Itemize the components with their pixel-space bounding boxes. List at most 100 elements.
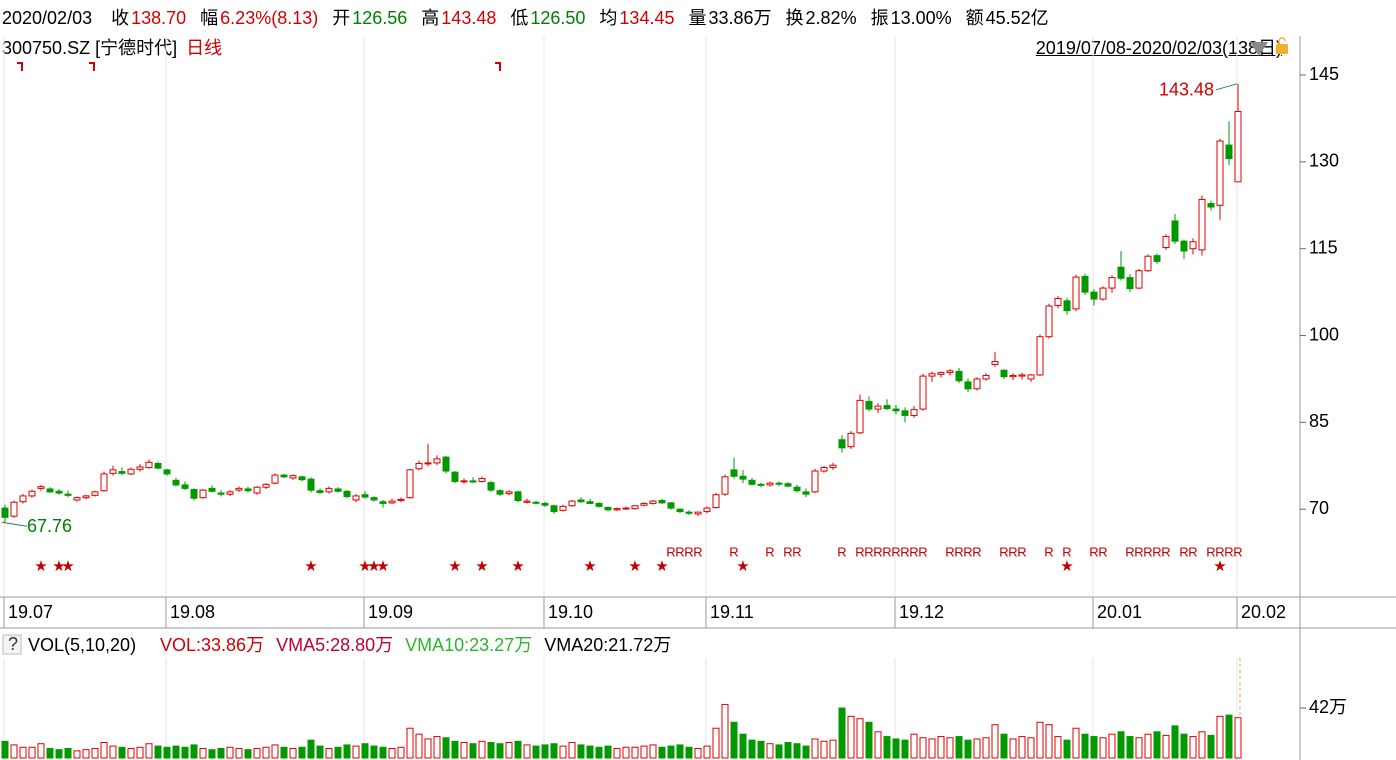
field-label: 换 [785, 8, 804, 28]
volume-bar [433, 736, 441, 759]
volume-bar [10, 744, 18, 759]
candle-body [1054, 297, 1062, 306]
volume-bar [1054, 736, 1062, 759]
field-value: 33.86万 [708, 8, 772, 28]
volume-bar [865, 721, 873, 759]
volume-bar [487, 742, 495, 759]
candle-body [460, 480, 468, 483]
candle-body [82, 495, 90, 499]
r-signal: R [945, 544, 954, 559]
field-label: 收 [111, 8, 130, 28]
volume-bar [82, 749, 90, 759]
volume-bar [541, 744, 549, 759]
low-label: 67.76 [27, 516, 72, 536]
stock-title: 300750.SZ [宁德时代] [2, 38, 178, 58]
candle-body [523, 500, 531, 503]
volume-legend: VMA10:23.27万 [405, 635, 532, 655]
lock-icon[interactable] [1276, 44, 1288, 54]
candle-body [1171, 220, 1179, 242]
volume-bar [1027, 737, 1035, 759]
volume-bar [667, 745, 675, 759]
x-tick-label: 20.02 [1241, 602, 1286, 622]
candle-body [586, 501, 594, 504]
star-signal: ★ [52, 558, 65, 575]
volume-bar [559, 745, 567, 759]
candle-body [1180, 240, 1188, 252]
volume-bar [370, 745, 378, 759]
star-signal: ★ [358, 558, 371, 575]
candle-body [271, 474, 279, 484]
r-signal: R [1179, 544, 1188, 559]
field-value: 2.82% [805, 8, 857, 28]
star-signal: ★ [367, 558, 380, 575]
x-tick-label: 19.07 [8, 602, 53, 622]
volume-bar [1045, 724, 1053, 759]
volume-bar [451, 740, 459, 759]
volume-bar [469, 743, 477, 759]
r-signal: R [783, 544, 792, 559]
r-signal: R [963, 544, 972, 559]
candle-body [352, 495, 360, 501]
candle-body [100, 473, 108, 492]
r-signal: R [1062, 544, 1071, 559]
candle-body [1144, 255, 1152, 272]
candle-body [388, 500, 396, 504]
candle-body [982, 374, 990, 380]
r-signal: R [1017, 544, 1026, 559]
volume-bar [163, 746, 171, 759]
volume-bar [622, 746, 630, 759]
y-tick-label: 145 [1309, 64, 1339, 84]
volume-bar [604, 745, 612, 759]
high-label: 143.48 [1159, 80, 1214, 100]
volume-bar [838, 707, 846, 759]
candle-body [667, 502, 675, 509]
volume-bar [1063, 739, 1071, 759]
r-signal: R [918, 544, 927, 559]
candle-body [847, 432, 855, 448]
r-signal: R [1134, 544, 1143, 559]
star-signal: ★ [736, 558, 749, 575]
help-glyph[interactable]: ? [8, 634, 18, 654]
candle-body [883, 405, 891, 409]
star-signal: ★ [511, 558, 524, 575]
r-signal: R [1161, 544, 1170, 559]
volume-bar [658, 746, 666, 759]
candle-body [136, 466, 144, 470]
r-signal: R [1215, 544, 1224, 559]
field-value: 138.70 [131, 8, 187, 28]
r-signal: R [891, 544, 900, 559]
field-label: 幅 [200, 8, 219, 28]
candle-body [217, 492, 225, 495]
volume-bar [1072, 727, 1080, 759]
candle-body [451, 471, 459, 482]
field-value: 126.56 [352, 8, 408, 28]
volume-bar [820, 740, 828, 759]
candle-body [37, 486, 45, 489]
volume-bar [1144, 733, 1152, 759]
candle-body [379, 501, 387, 504]
candle-body [514, 491, 522, 502]
volume-bar [1135, 737, 1143, 759]
volume-bar [217, 747, 225, 759]
volume-bar [226, 746, 234, 759]
candle-body [892, 408, 900, 412]
candle-body [424, 462, 432, 465]
star-signal: ★ [376, 558, 389, 575]
candle-body [235, 487, 243, 491]
dropdown-arrow[interactable] [1250, 42, 1268, 56]
range-label[interactable]: 2019/07/08-2020/02/03(138日) [1035, 38, 1282, 58]
help-button[interactable] [2, 634, 22, 655]
volume-bar [352, 745, 360, 759]
candle-body [73, 497, 81, 501]
candle-body [1018, 374, 1026, 377]
r-signal: R [1044, 544, 1053, 559]
volume-bar [1099, 737, 1107, 759]
candle-body [739, 475, 747, 480]
candle-body [307, 478, 315, 491]
volume-bar [28, 746, 36, 759]
volume-bar [1216, 715, 1224, 759]
star-signal: ★ [1060, 558, 1073, 575]
r-signal: R [972, 544, 981, 559]
candle-body [595, 502, 603, 507]
volume-bar [982, 737, 990, 759]
